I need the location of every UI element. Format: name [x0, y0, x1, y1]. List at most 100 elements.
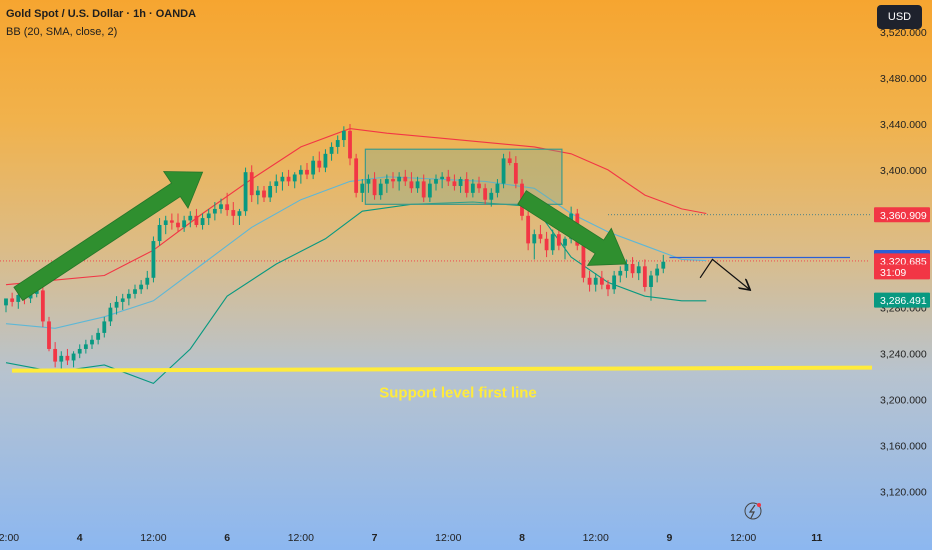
price-label-box [874, 264, 930, 280]
candle-body [65, 355, 70, 361]
y-tick-label: 3,520.000 [880, 27, 927, 39]
x-tick-label: 12:00 [0, 532, 19, 544]
candle-body [262, 190, 266, 198]
candle-body [169, 220, 174, 223]
candle-body [102, 321, 107, 333]
y-tick-label: 3,400.000 [880, 165, 927, 177]
candle-body [145, 277, 150, 285]
candle-body [495, 183, 500, 193]
y-tick-label: 3,160.000 [880, 440, 927, 452]
candle-body [114, 301, 119, 308]
candle-body [255, 190, 260, 196]
candle-body [200, 218, 205, 225]
candle-body [53, 348, 58, 362]
candle-body [655, 268, 660, 276]
candle-body [231, 210, 236, 216]
x-tick-label: 12:00 [583, 532, 609, 544]
candle-body [157, 224, 162, 242]
candle-body [550, 234, 555, 251]
x-tick-label: 11 [811, 532, 822, 544]
candle-body [458, 179, 463, 186]
candle-body [452, 181, 457, 186]
candle-body [311, 160, 316, 175]
candle-body [71, 353, 76, 361]
candle-body [563, 238, 567, 246]
price-label-box [874, 207, 930, 223]
candle-body [274, 181, 279, 186]
x-tick-label: 12:00 [140, 532, 166, 544]
candle-body [513, 163, 518, 184]
candle-body [40, 290, 45, 322]
candle-body [139, 284, 144, 290]
candle-body [378, 183, 383, 196]
candle-body [47, 321, 51, 349]
support-line[interactable] [11, 365, 873, 373]
price-label-box [874, 292, 930, 308]
candle-body [624, 264, 629, 271]
candle-body [219, 204, 223, 209]
candle-body [397, 176, 402, 182]
candle-body [354, 158, 359, 193]
candle-body [243, 172, 248, 212]
currency-button[interactable]: USD [877, 5, 922, 29]
candle-body [249, 172, 254, 196]
candle-body [59, 355, 64, 362]
candle-body [16, 295, 21, 302]
candle-body [329, 146, 334, 154]
candle-body [403, 176, 408, 182]
candle-body [446, 176, 451, 182]
candle-body [440, 176, 445, 180]
candle-body [464, 179, 469, 193]
candle-body [280, 176, 285, 182]
x-tick-label: 12:00 [288, 532, 314, 544]
price-label: 31:09 [880, 267, 906, 279]
candle-body [120, 298, 125, 302]
candle-body [28, 293, 33, 299]
candle-body [556, 234, 561, 246]
candle-body [366, 179, 371, 184]
candle-body [415, 181, 420, 189]
trend-arrow[interactable] [13, 171, 204, 302]
candle-body [188, 215, 193, 221]
candle-body [194, 215, 199, 225]
candle-body [642, 266, 647, 287]
candle-body [526, 215, 531, 244]
candle-body [335, 140, 340, 147]
candle-body [630, 264, 635, 274]
y-tick-label: 3,120.000 [880, 486, 927, 498]
candle-body [427, 183, 432, 198]
candle-body [421, 181, 426, 198]
candle-body [108, 307, 113, 322]
y-tick-label: 3,200.000 [880, 394, 927, 406]
trend-arrow[interactable] [517, 190, 627, 266]
candle-body [581, 245, 586, 278]
y-tick-label: 3,240.000 [880, 349, 927, 361]
candle-body [317, 160, 322, 168]
candle-body [409, 181, 414, 189]
candle-body [612, 275, 617, 290]
x-tick-label: 6 [224, 532, 230, 544]
candle-body [77, 348, 82, 354]
candle-body [599, 277, 604, 285]
candle-body [649, 275, 653, 287]
price-label: 3,360.909 [880, 210, 927, 222]
lightning-bolt-glyph [748, 504, 756, 519]
projection-arrow[interactable] [699, 258, 749, 289]
candle-body [151, 241, 156, 278]
lightning-icon[interactable] [744, 502, 762, 520]
candle-body [372, 179, 377, 196]
candle-body [225, 204, 230, 211]
candle-body [434, 179, 438, 184]
candle-body [292, 174, 297, 182]
candle-body [544, 238, 549, 251]
candle-body [206, 213, 211, 219]
candle-body [34, 290, 39, 294]
candle-body [384, 179, 389, 184]
indicator-label: BB (20, SMA, close, 2) [6, 26, 118, 38]
candle-body [163, 220, 168, 225]
candle-body [360, 183, 365, 193]
x-tick-label: 12:00 [730, 532, 756, 544]
candle-body [182, 220, 187, 228]
